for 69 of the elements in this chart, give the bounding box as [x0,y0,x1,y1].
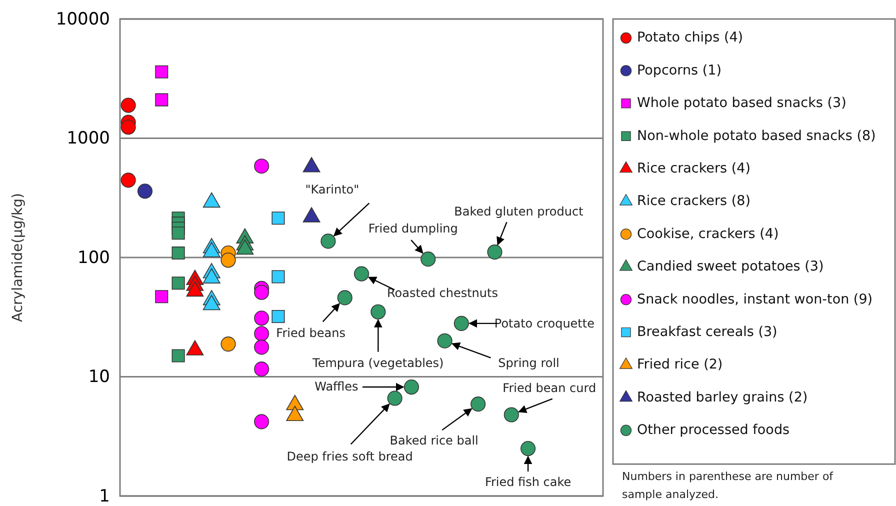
legend-label: Breakfast cereals (3) [637,324,778,340]
legend-label: Fried rice (2) [637,356,723,373]
point [254,340,270,355]
point [354,266,370,282]
point [172,246,185,260]
legend-label: Roasted barley grains (2) [637,389,808,406]
point [120,120,136,135]
annotation: Fried bean curd [502,381,596,396]
point [254,414,270,430]
point [420,252,436,267]
annotation: Spring roll [498,356,560,370]
point [172,226,185,240]
point [254,158,270,174]
legend-label: Cookise, crackers (4) [637,226,779,242]
point [337,290,352,306]
legend-label: Rice crackers (8) [637,193,750,210]
point [220,336,236,352]
annotation: Waffles [314,379,358,394]
annotation: Fried fish cake [484,474,572,489]
legend-label: Candied sweet potatoes (3) [637,258,824,275]
annotation: Fried beans [276,326,346,340]
annotation: Roasted chestnuts [387,286,498,300]
legend-label: Other processed foods [637,422,790,438]
legend-label: Popcorns (1) [637,62,722,78]
point [370,304,386,320]
annotation: Deep fries soft bread [286,450,413,464]
point [272,270,285,284]
annotation: Potato croquette [494,316,594,331]
point [504,407,519,422]
annotation: "Karinto" [305,182,360,196]
point [254,326,270,342]
annotation: Baked gluten product [454,204,584,218]
legend-label: Potato chips (4) [637,30,744,46]
y-axis-title: Acrylamide(μg/kg) [10,193,26,322]
legend-label: Rice crackers (4) [637,160,750,177]
text: Numbers in parenthese are number of sample analyzed. [622,470,834,502]
point [220,252,236,268]
y-tick-label: 10 [88,367,110,388]
point [437,333,452,348]
point [155,65,168,78]
point [172,276,185,290]
legend-label: Snack noodles, instant won-ton (9) [637,291,873,308]
y-tick-label: 1 [99,486,110,506]
point [320,234,336,249]
point [137,184,153,199]
annotation: Baked rice ball [390,433,478,448]
point [172,349,185,362]
point [254,362,270,377]
point [454,316,469,331]
legend-label: Non-whole potato based snacks (8) [637,128,876,144]
point [254,284,270,300]
point [470,396,486,412]
legend-label: Whole potato based snacks (3) [637,95,846,112]
point [272,212,285,225]
point [387,390,402,406]
point [404,380,419,395]
point [120,98,136,113]
point [254,310,270,326]
y-tick-label: 1000 [66,128,110,149]
point [120,172,136,188]
y-tick-label: 10000 [56,9,110,30]
point [155,290,168,304]
annotation: Tempura (vegetables) [312,356,444,370]
y-tick-label: 100 [78,248,110,268]
point [155,93,168,106]
annotation: Fried dumpling [368,221,458,236]
point [487,244,502,260]
point [520,441,536,456]
point [272,310,285,324]
